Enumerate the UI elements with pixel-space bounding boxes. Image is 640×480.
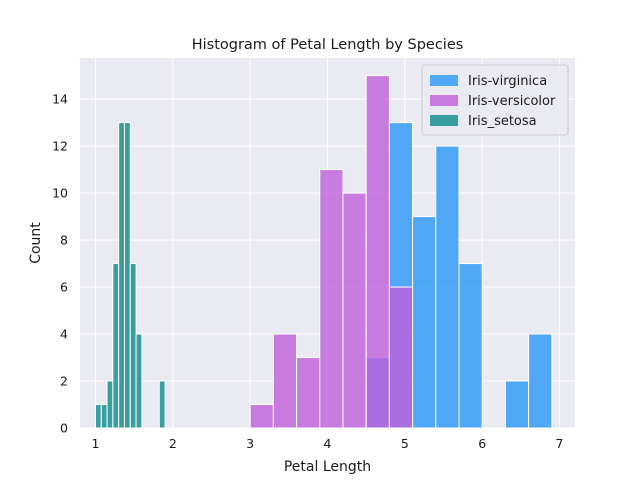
legend-label: Iris_setosa bbox=[468, 114, 537, 129]
histogram-bar bbox=[249, 404, 274, 429]
histogram-bar bbox=[100, 404, 108, 429]
legend-swatch bbox=[430, 115, 458, 126]
y-tick-label: 8 bbox=[60, 233, 68, 248]
y-tick-label: 6 bbox=[60, 280, 68, 295]
histogram-bar bbox=[365, 75, 390, 429]
y-tick-label: 0 bbox=[60, 421, 68, 436]
legend-box bbox=[421, 64, 569, 136]
x-tick-label: 7 bbox=[556, 436, 564, 451]
histogram-bar bbox=[158, 380, 166, 429]
y-tick-label: 14 bbox=[52, 92, 68, 107]
x-tick-labels: 1 2 3 4 5 6 7 bbox=[91, 436, 563, 451]
histogram-bars bbox=[94, 75, 553, 429]
legend-swatch bbox=[430, 95, 458, 106]
histogram-bar bbox=[342, 192, 367, 429]
x-axis-label: Petal Length bbox=[284, 459, 371, 475]
x-tick-label: 3 bbox=[246, 436, 254, 451]
histogram-bar bbox=[388, 286, 414, 429]
histogram-bar bbox=[504, 380, 530, 429]
histogram-bar bbox=[528, 333, 553, 429]
histogram-bar bbox=[458, 263, 483, 429]
histogram-bar bbox=[106, 380, 114, 429]
histogram-bar bbox=[435, 145, 460, 429]
histogram-bar bbox=[112, 263, 120, 429]
histogram-bar bbox=[135, 333, 143, 429]
legend: Iris-virginica Iris-versicolor Iris_setosa bbox=[421, 64, 569, 136]
y-tick-label: 12 bbox=[52, 139, 68, 154]
chart-title: Histogram of Petal Length by Species bbox=[192, 37, 464, 53]
histogram-bar bbox=[123, 122, 131, 429]
x-tick-label: 6 bbox=[478, 436, 486, 451]
x-tick-label: 2 bbox=[169, 436, 177, 451]
histogram-bar bbox=[412, 216, 437, 429]
histogram-bar bbox=[296, 357, 321, 429]
legend-label: Iris-virginica bbox=[468, 74, 547, 89]
histogram-bar bbox=[118, 122, 125, 429]
y-tick-label: 4 bbox=[60, 327, 68, 342]
y-tick-label: 10 bbox=[52, 186, 68, 201]
legend-swatch bbox=[430, 75, 458, 86]
histogram-bar bbox=[129, 263, 137, 429]
histogram-bar bbox=[272, 333, 298, 429]
histogram-bar bbox=[319, 169, 344, 429]
series-iris-versicolor bbox=[249, 75, 414, 429]
x-tick-label: 1 bbox=[91, 436, 99, 451]
y-tick-label: 2 bbox=[60, 374, 68, 389]
legend-label: Iris-versicolor bbox=[468, 94, 556, 109]
series-iris-setosa bbox=[94, 122, 166, 429]
y-axis-label: Count bbox=[28, 222, 44, 264]
y-tick-labels: 0 2 4 6 8 10 12 14 bbox=[52, 92, 68, 436]
x-tick-label: 5 bbox=[401, 436, 409, 451]
histogram-bar bbox=[94, 404, 102, 429]
x-tick-label: 4 bbox=[324, 436, 332, 451]
